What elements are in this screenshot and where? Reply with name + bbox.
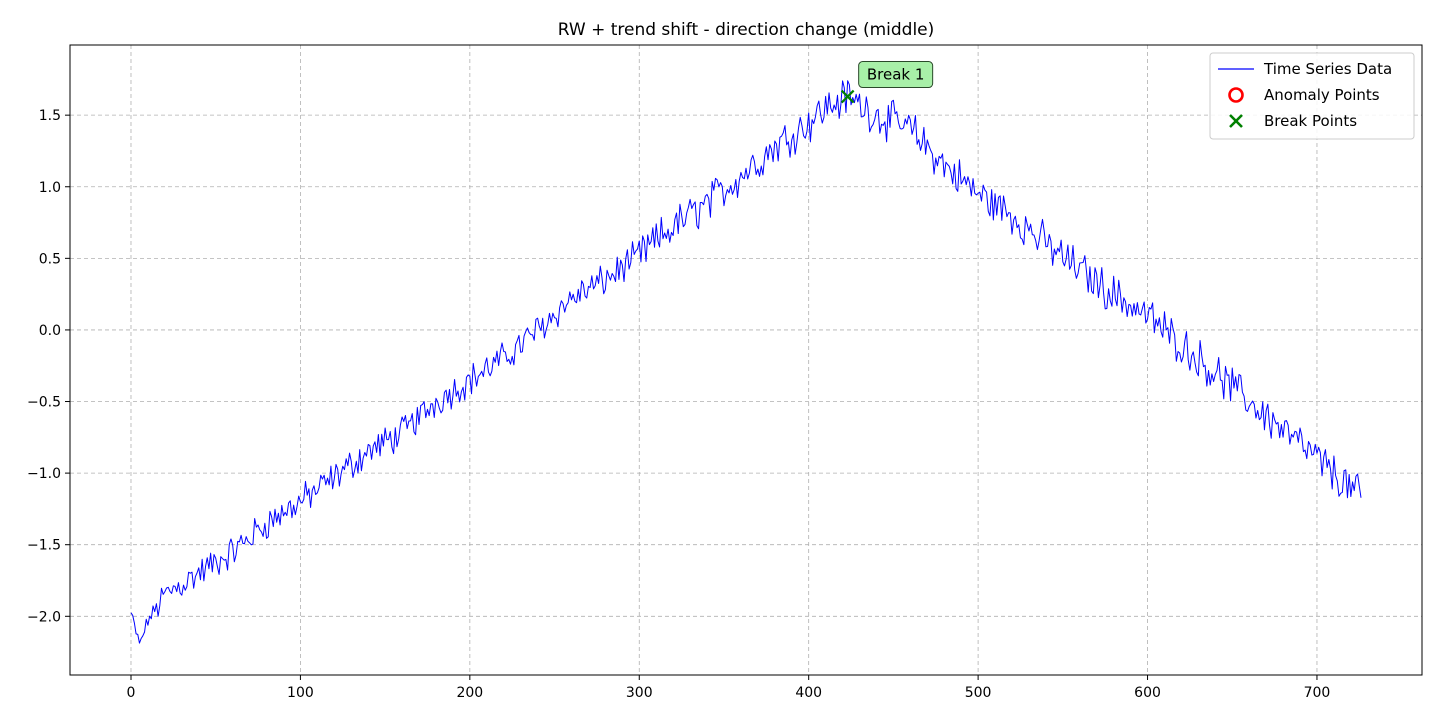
y-tick-label: 1.0 [39, 180, 61, 196]
legend-label: Time Series Data [1263, 60, 1392, 78]
y-tick-label: 0.5 [39, 251, 61, 267]
grid [70, 45, 1422, 675]
legend-label: Anomaly Points [1264, 86, 1380, 104]
marker-layer [840, 89, 855, 104]
legend-circle-swatch [1228, 87, 1244, 103]
y-tick-label: 0.0 [39, 323, 61, 339]
y-tick-label: −1.5 [27, 538, 61, 554]
legend-label: Break Points [1264, 112, 1357, 130]
y-tick-label: 1.5 [39, 108, 61, 124]
x-tick-label: 300 [626, 685, 653, 701]
y-tick-label: −1.0 [27, 466, 61, 482]
plot-area-frame [69, 44, 1423, 676]
x-tick-label: 0 [127, 685, 136, 701]
break-label-box [858, 61, 934, 89]
legend: Time Series Data Anomaly Points Break Poin… [1209, 52, 1415, 140]
axis-ticks: 0 100 200 300 400 500 600 700 −2.0 −1.5 −1.0 −0.5 0.… [27, 108, 1330, 701]
x-tick-label: 700 [1304, 685, 1331, 701]
legend-x-swatch [1229, 114, 1243, 128]
legend-entry: Break Points [1229, 112, 1357, 130]
time-series-line [130, 80, 1362, 644]
legend-box [1209, 52, 1415, 140]
break-point-marker [840, 89, 855, 104]
y-tick-label: −2.0 [27, 609, 61, 625]
x-tick-label: 400 [795, 685, 822, 701]
x-tick-label: 500 [965, 685, 992, 701]
y-tick-label: −0.5 [27, 395, 61, 411]
x-tick-label: 100 [287, 685, 314, 701]
legend-entry: Time Series Data [1218, 60, 1392, 78]
x-tick-label: 200 [456, 685, 483, 701]
legend-entry: Anomaly Points [1228, 86, 1380, 104]
annotation-layer: Break 1 [858, 61, 934, 89]
series-layer [130, 80, 1362, 644]
break-point-x-stroke [840, 89, 855, 104]
chart-title: RW + trend shift - direction change (mid… [558, 20, 935, 40]
break-label: Break 1 [867, 66, 925, 84]
x-tick-label: 600 [1134, 685, 1161, 701]
